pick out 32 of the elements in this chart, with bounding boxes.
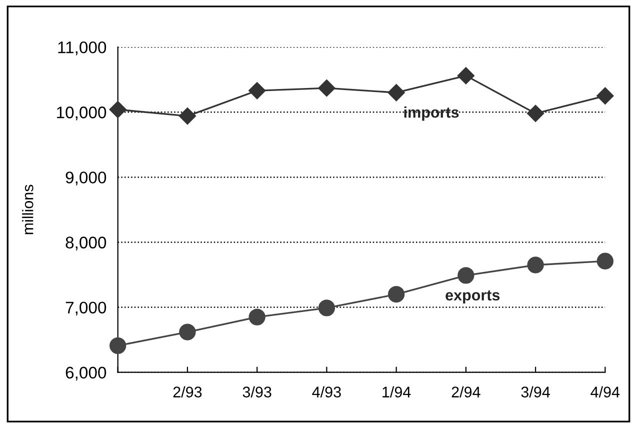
x-tick-label: 4/94: [590, 386, 620, 398]
point: [527, 256, 544, 274]
point: [109, 100, 126, 118]
y-tick-label: 7,000: [66, 302, 106, 316]
x-tick-label: 3/94: [521, 386, 550, 398]
series-label: imports: [404, 106, 459, 121]
point: [596, 87, 614, 104]
point: [178, 107, 196, 125]
y-tick-label: 11,000: [58, 41, 106, 56]
x-tick-label: 2/93: [173, 386, 202, 398]
point: [318, 80, 336, 97]
point: [388, 286, 405, 303]
point: [248, 82, 266, 100]
point: [110, 337, 126, 354]
x-tick-label: 3/93: [242, 386, 272, 398]
point: [457, 67, 474, 84]
point: [179, 324, 196, 340]
y-tick-label: 9,000: [66, 172, 106, 186]
x-tick-label: 1/94: [382, 386, 411, 398]
y-tick-label: 6,000: [66, 366, 106, 381]
x-tick-label: 4/93: [312, 386, 341, 398]
point: [458, 267, 474, 284]
series-label: exports: [446, 290, 500, 304]
x-tick-label: 2/94: [452, 386, 480, 398]
point: [526, 104, 544, 122]
point: [388, 84, 405, 102]
point: [248, 308, 266, 326]
y-axis-title: millions: [22, 184, 34, 234]
y-tick-label: 10,000: [57, 106, 106, 120]
y-tick-label: 8,000: [66, 236, 106, 250]
point: [318, 300, 336, 316]
point: [596, 252, 614, 270]
